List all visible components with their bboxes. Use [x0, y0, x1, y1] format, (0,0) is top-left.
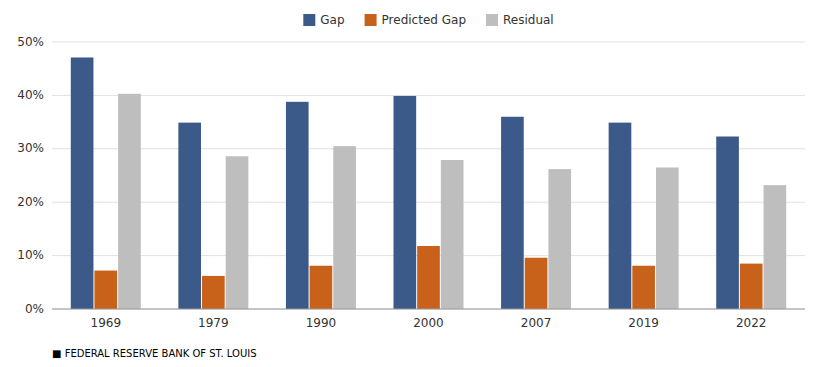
- y-axis: 0% 10% 20% 30% 40% 50%: [17, 35, 805, 316]
- x-tick-label: 2022: [736, 316, 767, 330]
- x-tick-label: 1979: [198, 316, 229, 330]
- y-tick-label: 40%: [17, 88, 44, 102]
- x-tick-label: 1990: [306, 316, 337, 330]
- bar: [202, 276, 225, 309]
- bar: [525, 258, 548, 309]
- bar: [501, 117, 524, 309]
- bars: [71, 57, 786, 309]
- x-axis: 1969 1979 1990 2000 2007 2019 2022: [52, 309, 805, 330]
- legend-item: Residual: [486, 13, 554, 27]
- grid-line: [52, 202, 805, 203]
- legend-swatch: [486, 14, 498, 26]
- legend-label: Predicted Gap: [382, 13, 466, 27]
- x-axis-line: [52, 309, 805, 310]
- y-tick-label: 20%: [17, 195, 44, 209]
- bar: [94, 271, 117, 309]
- bar: [118, 94, 141, 309]
- bar: [178, 123, 201, 309]
- legend-item: Gap: [303, 13, 344, 27]
- bar: [764, 185, 787, 309]
- grid-line: [52, 42, 805, 43]
- y-tick-label: 10%: [17, 248, 44, 262]
- bar: [394, 96, 417, 309]
- bar: [716, 137, 739, 309]
- bar: [310, 266, 333, 309]
- bar: [286, 102, 309, 309]
- legend-item: Predicted Gap: [365, 13, 466, 27]
- y-tick-label: 30%: [17, 141, 44, 155]
- bar: [71, 57, 94, 309]
- y-tick-label: 0%: [25, 302, 44, 316]
- bar: [333, 146, 356, 309]
- y-tick-label: 50%: [17, 35, 44, 49]
- x-tick-label: 1969: [91, 316, 122, 330]
- bar: [656, 167, 679, 309]
- grid-line: [52, 309, 805, 310]
- bar: [632, 266, 655, 309]
- bar: [548, 169, 571, 309]
- legend-swatch: [365, 14, 377, 26]
- legend-label: Gap: [320, 13, 344, 27]
- x-tick-label: 2000: [413, 316, 444, 330]
- chart: 0% 10% 20% 30% 40% 50% 1969 1979 1990 2000 2007 201…: [0, 0, 825, 367]
- bar: [417, 246, 440, 309]
- bar: [226, 156, 249, 309]
- footer: ■ FEDERAL RESERVE BANK OF ST. LOUIS: [52, 348, 257, 359]
- legend: Gap Predicted Gap Residual: [303, 13, 553, 27]
- grid-line: [52, 95, 805, 96]
- grid-line: [52, 148, 805, 149]
- bar: [441, 160, 464, 309]
- bar: [609, 123, 632, 309]
- bar: [740, 264, 763, 309]
- x-tick-label: 2007: [521, 316, 552, 330]
- legend-label: Residual: [503, 13, 554, 27]
- legend-swatch: [303, 14, 315, 26]
- x-tick-label: 2019: [628, 316, 659, 330]
